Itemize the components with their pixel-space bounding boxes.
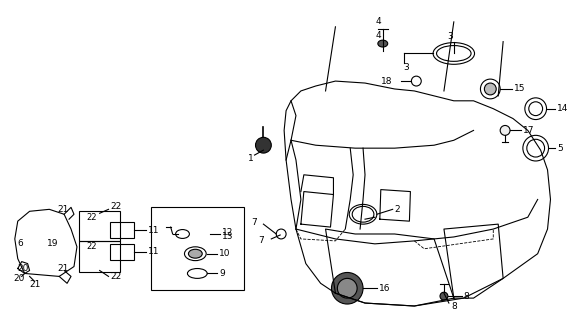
Text: 12: 12: [222, 228, 233, 236]
Circle shape: [485, 83, 496, 95]
Text: 7: 7: [252, 218, 257, 227]
Text: 20: 20: [14, 274, 25, 283]
Text: 22: 22: [87, 213, 97, 222]
Text: 18: 18: [381, 76, 392, 85]
Text: 14: 14: [557, 104, 568, 113]
Text: 16: 16: [379, 284, 390, 293]
Text: 11: 11: [148, 226, 160, 235]
Text: 2: 2: [395, 205, 400, 214]
Text: 7: 7: [258, 236, 264, 245]
Text: 8: 8: [452, 301, 458, 310]
Circle shape: [440, 292, 448, 300]
Text: 17: 17: [523, 126, 534, 135]
Text: 21: 21: [57, 205, 69, 214]
Text: 11: 11: [148, 247, 160, 256]
Text: 21: 21: [57, 264, 69, 273]
Text: 15: 15: [514, 84, 525, 93]
Text: 4: 4: [376, 17, 382, 26]
Circle shape: [332, 272, 363, 304]
Circle shape: [500, 125, 510, 135]
Text: 22: 22: [111, 272, 122, 281]
Text: 21: 21: [30, 280, 41, 289]
Text: 22: 22: [87, 242, 97, 251]
Ellipse shape: [189, 249, 202, 258]
Text: 3: 3: [404, 63, 410, 72]
Text: 9: 9: [219, 269, 225, 278]
Text: 22: 22: [111, 202, 122, 211]
Text: 19: 19: [47, 239, 59, 248]
Text: 6: 6: [18, 239, 23, 248]
Text: 1: 1: [248, 154, 253, 163]
Circle shape: [337, 278, 357, 298]
Text: 5: 5: [557, 144, 563, 153]
Ellipse shape: [378, 40, 388, 47]
Text: 13: 13: [222, 232, 233, 242]
Text: 4: 4: [376, 31, 382, 40]
Circle shape: [256, 137, 272, 153]
Text: 10: 10: [219, 249, 231, 258]
Text: 3: 3: [447, 32, 453, 41]
Text: 20: 20: [18, 264, 29, 273]
Text: 8: 8: [463, 292, 469, 301]
